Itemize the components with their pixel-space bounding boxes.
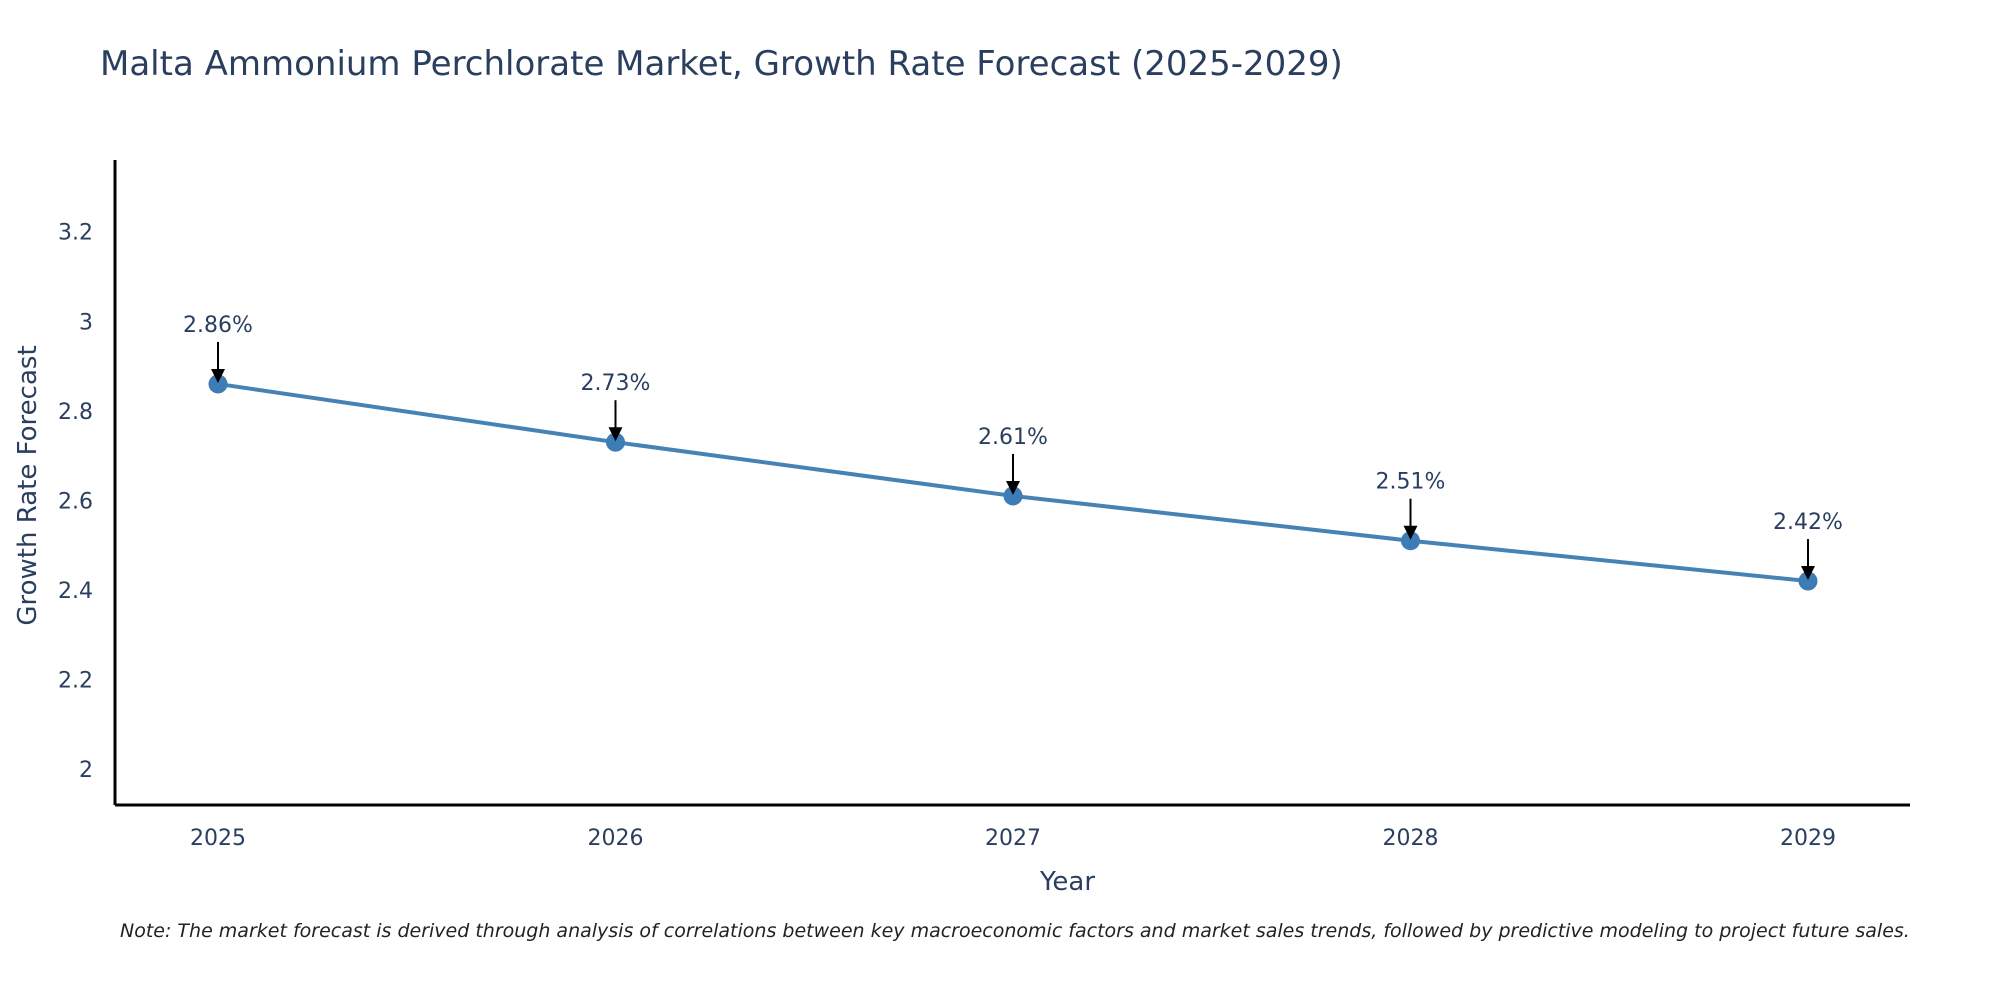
annotation-arrowhead <box>1006 480 1020 495</box>
x-tick-label: 2027 <box>985 826 1041 851</box>
data-point <box>1401 531 1420 551</box>
x-tick-label: 2026 <box>588 826 644 851</box>
x-tick-label: 2025 <box>190 826 246 851</box>
y-tick-label: 2.6 <box>58 489 93 514</box>
data-label: 2.86% <box>183 313 253 338</box>
data-label: 2.61% <box>978 425 1048 450</box>
annotation-arrowhead <box>1801 566 1815 581</box>
annotation-arrowhead <box>1403 525 1418 540</box>
y-tick-label: 2 <box>79 758 93 783</box>
chart-note: Note: The market forecast is derived thr… <box>120 920 1910 942</box>
y-tick-label: 3.2 <box>58 221 93 246</box>
data-point <box>1798 571 1818 591</box>
y-tick-label: 2.2 <box>58 669 93 694</box>
y-axis-title: Growth Rate Forecast <box>13 345 43 625</box>
x-axis-title: Year <box>1039 867 1095 897</box>
data-label: 2.42% <box>1773 510 1843 535</box>
annotation-arrowhead <box>211 368 225 383</box>
data-point <box>208 374 228 394</box>
annotations: 2.86% 2.73% 2.61% 2.51% 2.42% <box>183 313 1843 581</box>
data-label: 2.73% <box>581 371 651 396</box>
tick-labels: 2 2.2 2.4 2.6 2.8 3 3.2 2025 2026 2027 2028 2029 <box>58 221 1836 851</box>
axes <box>113 160 1910 807</box>
x-tick-label: 2028 <box>1383 826 1439 851</box>
x-tick-label: 2029 <box>1780 826 1836 851</box>
y-tick-label: 2.8 <box>58 400 93 425</box>
data-point <box>1003 486 1023 506</box>
y-tick-label: 3 <box>79 310 93 335</box>
annotation-arrowhead <box>608 427 623 442</box>
series <box>208 374 1818 591</box>
data-point <box>606 432 625 452</box>
chart-title: Malta Ammonium Perchlorate Market, Growt… <box>100 44 1343 84</box>
y-tick-label: 2.4 <box>58 579 93 604</box>
data-label: 2.51% <box>1376 470 1446 495</box>
